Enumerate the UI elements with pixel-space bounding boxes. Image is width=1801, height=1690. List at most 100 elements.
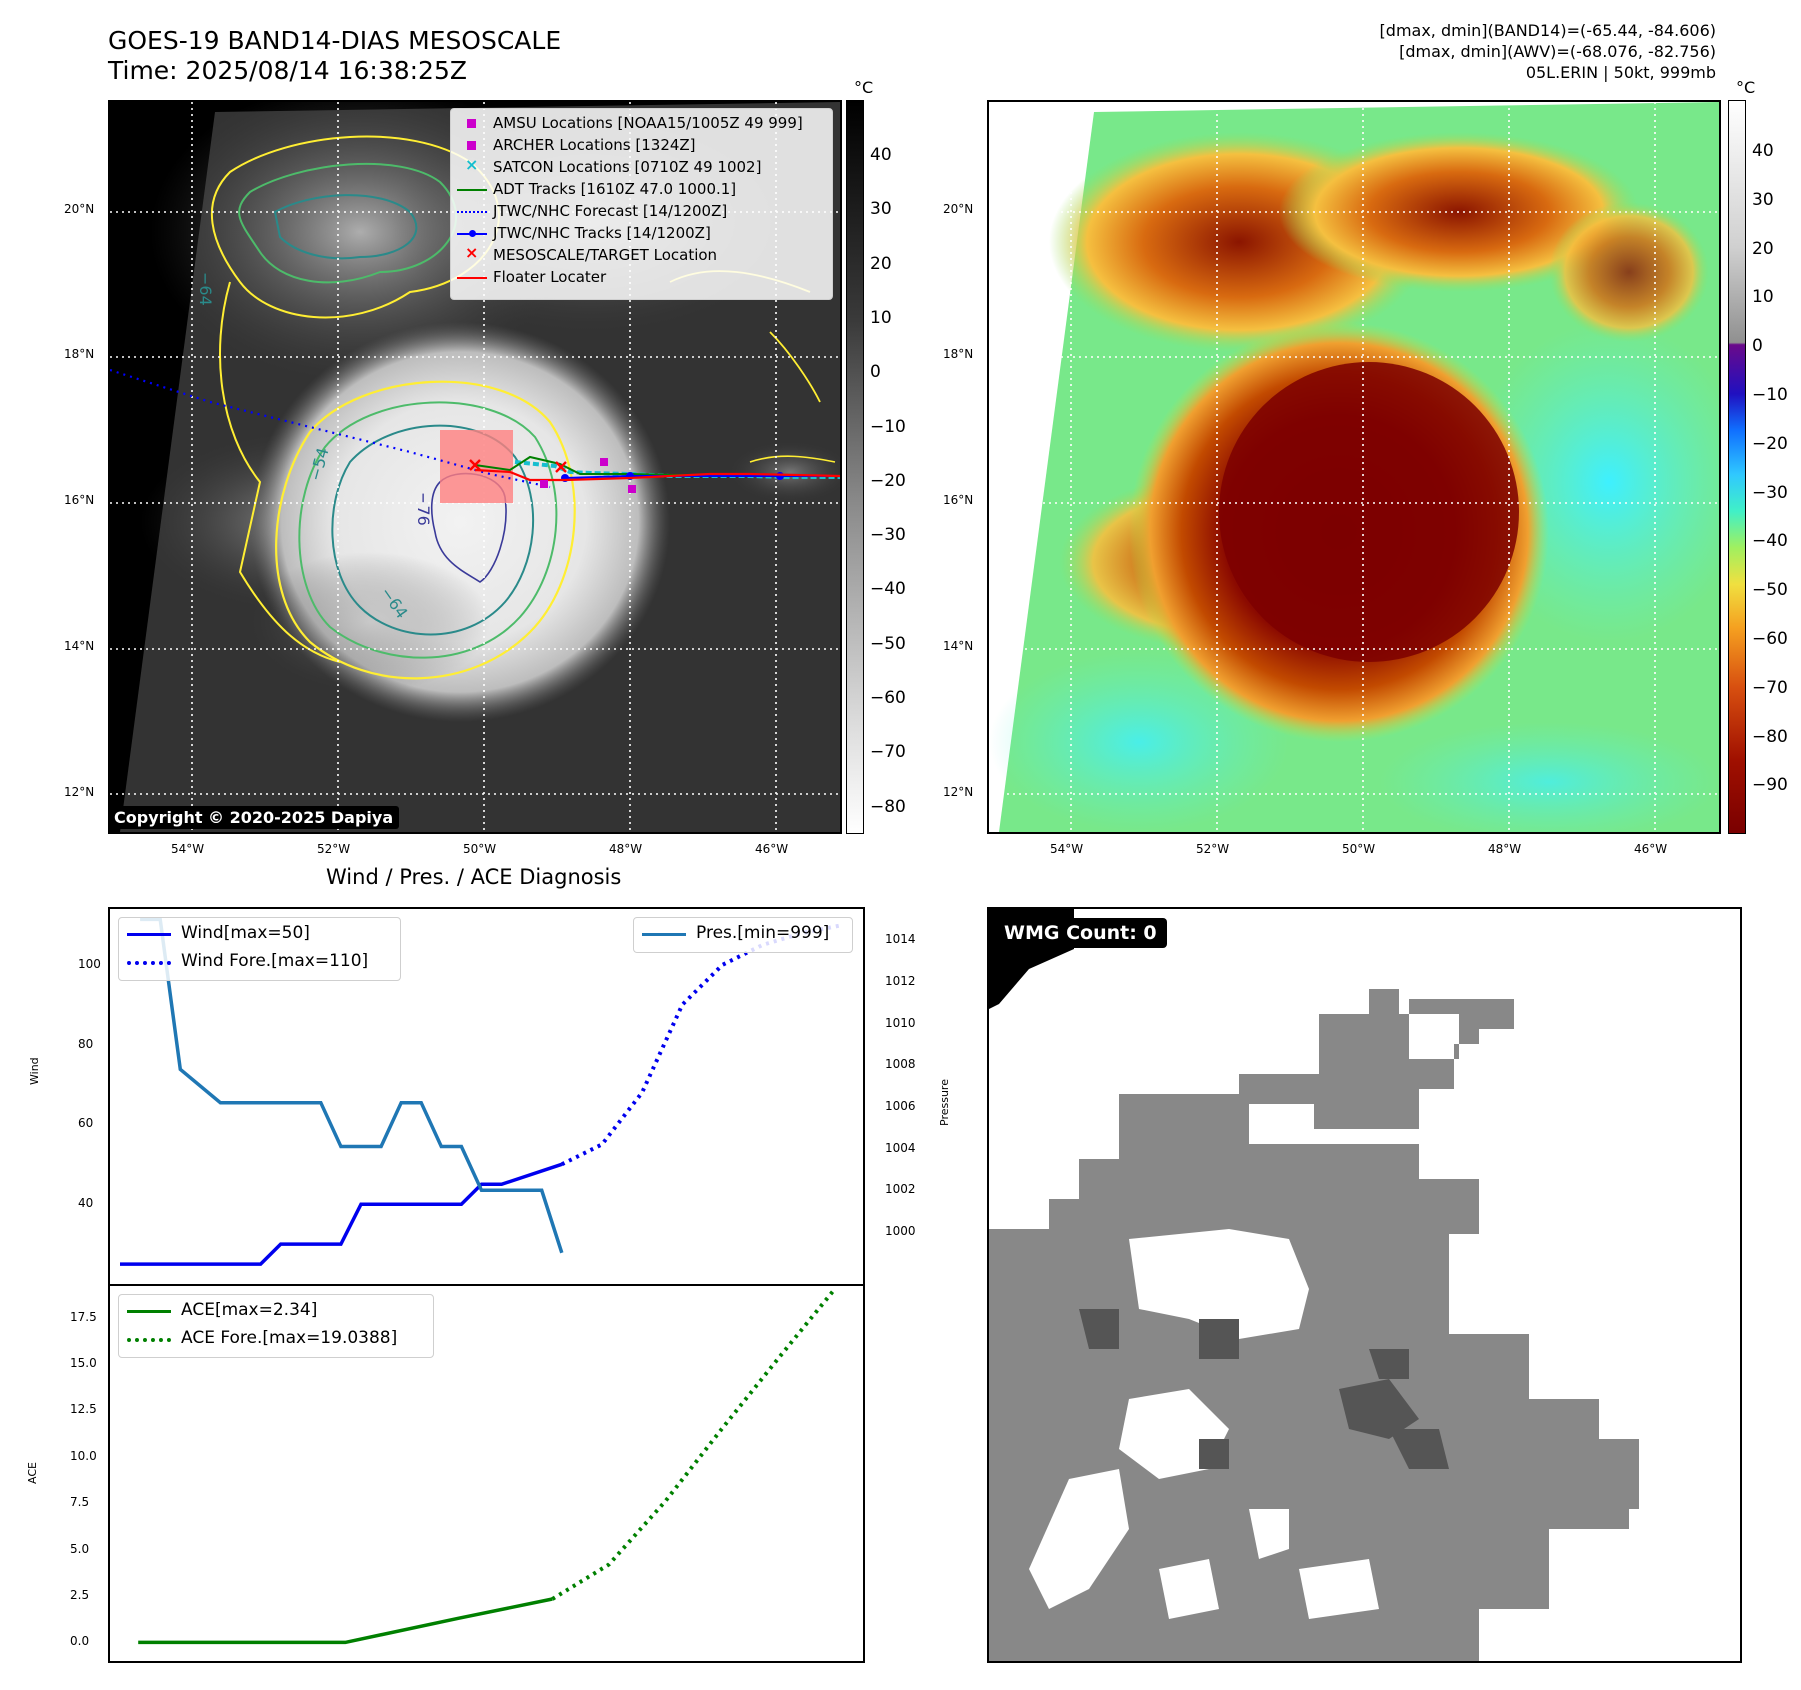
ace-y-tick: 0.0 [70, 1634, 90, 1649]
ir-colorbar-tick: −50 [870, 633, 906, 654]
storm-info: 05L.ERIN | 50kt, 999mb [1525, 63, 1716, 82]
square-marker-icon [467, 119, 476, 128]
lon-label: 48°W [609, 842, 643, 856]
ir-colorbar-unit: °C [854, 78, 874, 97]
ir-colorbar-tick: 40 [870, 145, 892, 165]
awv-colorbar-unit: °C [1736, 78, 1756, 97]
awv-colorbar-tick: −30 [1752, 482, 1788, 503]
x-marker-icon: × [465, 243, 479, 262]
ir-satellite-panel: −64 −76 −54 −64 [108, 100, 842, 834]
awv-colorbar-tick: −90 [1752, 775, 1788, 796]
lat-label: 16°N [64, 493, 95, 507]
awv-colorbar-tick: 10 [1752, 287, 1774, 308]
wind-pressure-chart: Wind[max=50] Wind Fore.[max=110] Pres.[m… [108, 907, 865, 1286]
band14-range: [dmax, dmin](BAND14)=(-65.44, -84.606) [1379, 21, 1716, 40]
line-marker-icon [127, 933, 171, 936]
pressure-y-tick: 1010 [885, 1015, 916, 1030]
ace-y-tick: 5.0 [70, 1541, 90, 1556]
lat-label: 14°N [64, 639, 95, 653]
diagnosis-title: Wind / Pres. / ACE Diagnosis [326, 865, 622, 889]
ir-colorbar-tick: 30 [870, 199, 892, 220]
wind-y-tick: 40 [78, 1196, 94, 1211]
wind-y-tick: 80 [78, 1036, 94, 1051]
dotted-line-icon [457, 211, 487, 213]
series-line-wind-fore-max-110- [560, 923, 844, 1167]
pressure-legend: Pres.[min=999] [633, 917, 853, 953]
floater-locater-track [474, 468, 840, 482]
ace-legend: ACE[max=2.34] ACE Fore.[max=19.0388] [118, 1294, 434, 1358]
ace-y-tick: 10.0 [70, 1448, 97, 1463]
ir-colorbar-tick: −60 [870, 688, 906, 708]
lon-label: 46°W [1634, 842, 1668, 856]
wind-axis-label: Wind [28, 1057, 41, 1085]
awv-colorbar-tick: −20 [1752, 433, 1788, 454]
lon-label: 46°W [755, 842, 789, 856]
square-marker-icon [467, 141, 476, 150]
wind-pressure-plot [120, 917, 844, 1266]
line-marker-icon [127, 1310, 171, 1313]
ace-plot [138, 1287, 837, 1645]
ir-colorbar-tick: −20 [870, 470, 906, 491]
ir-legend: AMSU Locations [NOAA15/1005Z 49 999] ARC… [450, 108, 833, 300]
lat-label: 20°N [943, 202, 974, 216]
awv-satellite-panel [987, 100, 1721, 834]
awv-colorbar-tick: −80 [1752, 726, 1788, 747]
series-line-ace-fore-max-19-0388- [551, 1287, 837, 1601]
ir-colorbar-tick: −40 [870, 579, 906, 600]
ir-colorbar [846, 100, 864, 834]
ace-y-tick: 2.5 [70, 1588, 90, 1603]
ace-y-tick: 7.5 [70, 1495, 90, 1510]
lat-label: 20°N [64, 202, 95, 216]
ir-colorbar-tick: 20 [870, 253, 892, 274]
pressure-y-tick: 1008 [885, 1057, 916, 1072]
pressure-y-tick: 1002 [885, 1182, 916, 1197]
lon-label: 50°W [1342, 842, 1376, 856]
copyright-label: Copyright © 2020-2025 Dapiya [108, 806, 400, 829]
awv-colorbar-tick: 0 [1752, 336, 1763, 357]
contour-label: −76 [414, 492, 433, 526]
pressure-y-tick: 1006 [885, 1098, 916, 1113]
x-marker-icon: × [465, 155, 479, 174]
lat-label: 16°N [943, 493, 974, 507]
main-title: GOES-19 BAND14-DIAS MESOSCALE [108, 26, 562, 55]
awv-range: [dmax, dmin](AWV)=(-68.076, -82.756) [1399, 42, 1716, 61]
ir-colorbar-tick: 10 [870, 307, 892, 328]
line-marker-icon [457, 277, 487, 279]
contour-label: −64 [196, 272, 215, 306]
ace-y-tick: 12.5 [70, 1402, 97, 1417]
series-line-wind-max-50- [120, 1162, 563, 1266]
pressure-y-tick: 1014 [885, 932, 916, 947]
series-line-pres-min-999- [140, 917, 564, 1254]
awv-satellite-image [989, 102, 1719, 832]
wind-y-tick: 100 [78, 956, 101, 971]
wind-y-tick: 60 [78, 1116, 94, 1131]
timestamp: Time: 2025/08/14 16:38:25Z [108, 56, 467, 85]
pressure-y-tick: 1000 [885, 1223, 916, 1238]
lon-label: 52°W [317, 842, 351, 856]
line-marker-icon [642, 933, 686, 936]
pressure-axis-label: Pressure [938, 1079, 951, 1126]
lon-label: 54°W [1050, 842, 1084, 856]
dotted-line-icon [127, 961, 171, 965]
ace-chart: ACE[max=2.34] ACE Fore.[max=19.0388] [108, 1284, 865, 1663]
lat-label: 18°N [64, 347, 95, 361]
wind-legend: Wind[max=50] Wind Fore.[max=110] [118, 917, 401, 981]
wmg-count-badge: WMG Count: 0 [994, 918, 1167, 948]
awv-colorbar-tick: −50 [1752, 580, 1788, 601]
lat-label: 12°N [64, 785, 95, 799]
awv-colorbar-tick: −40 [1752, 531, 1788, 552]
pressure-y-tick: 1004 [885, 1140, 916, 1155]
awv-colorbar-tick: −10 [1752, 385, 1788, 405]
awv-colorbar-tick: 30 [1752, 189, 1774, 210]
awv-colorbar-tick: 40 [1752, 141, 1774, 161]
lon-label: 54°W [171, 842, 205, 856]
dotted-line-icon [127, 1338, 171, 1342]
ir-colorbar-tick: −70 [870, 742, 906, 763]
lon-label: 48°W [1488, 842, 1522, 856]
series-line-ace-max-2-34- [138, 1597, 553, 1645]
ace-y-tick: 17.5 [70, 1309, 97, 1324]
lat-label: 12°N [943, 785, 974, 799]
awv-colorbar-tick: 20 [1752, 238, 1774, 259]
ir-colorbar-tick: −80 [870, 796, 906, 817]
ace-axis-label: ACE [26, 1462, 39, 1484]
